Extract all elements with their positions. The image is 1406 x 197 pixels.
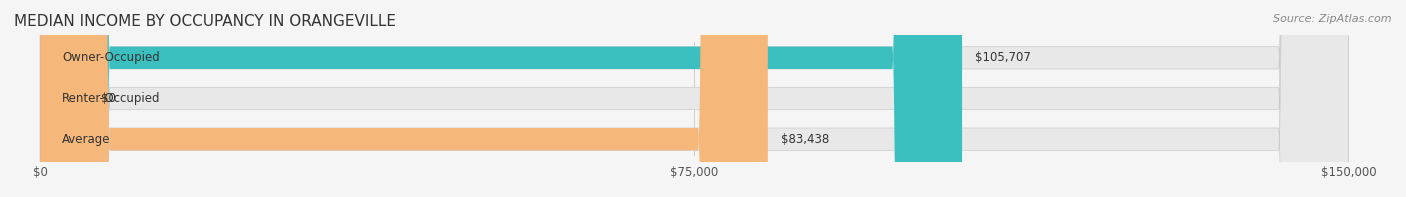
FancyBboxPatch shape [41, 0, 768, 197]
FancyBboxPatch shape [41, 0, 962, 197]
Text: $0: $0 [101, 92, 117, 105]
Text: Renter-Occupied: Renter-Occupied [62, 92, 160, 105]
Text: $83,438: $83,438 [780, 133, 830, 146]
FancyBboxPatch shape [41, 0, 1348, 197]
Text: Source: ZipAtlas.com: Source: ZipAtlas.com [1274, 14, 1392, 24]
FancyBboxPatch shape [41, 0, 1348, 197]
Text: Average: Average [62, 133, 111, 146]
Text: MEDIAN INCOME BY OCCUPANCY IN ORANGEVILLE: MEDIAN INCOME BY OCCUPANCY IN ORANGEVILL… [14, 14, 396, 29]
FancyBboxPatch shape [41, 0, 1348, 197]
Text: Owner-Occupied: Owner-Occupied [62, 51, 160, 64]
Text: $105,707: $105,707 [976, 51, 1031, 64]
FancyBboxPatch shape [41, 0, 70, 197]
